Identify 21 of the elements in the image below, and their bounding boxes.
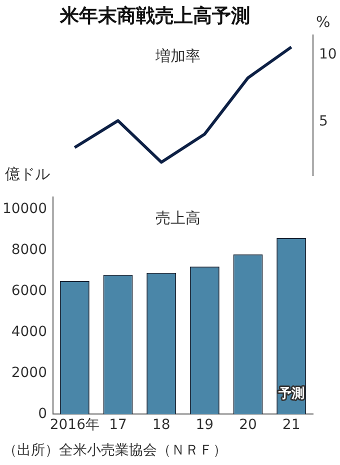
y-tick-label: 4000 xyxy=(11,324,47,340)
chart-title: 米年末商戦売上高予測 xyxy=(59,4,250,27)
text: 売上高 xyxy=(156,208,200,227)
y-axis-title: 億ドル xyxy=(5,164,50,183)
annotation: 予測 xyxy=(277,386,304,402)
x-tick-label: 17 xyxy=(109,417,127,434)
y-tick-label: 8000 xyxy=(11,242,47,258)
y-tick-label: 5 xyxy=(319,114,328,130)
text: 増加率 xyxy=(154,46,200,65)
x-tick-label: 21 xyxy=(282,417,300,434)
y-tick-label: 10 xyxy=(319,46,337,63)
y-tick-label: 10000 xyxy=(2,200,47,217)
text: （出所）全米小売業協会（ＮＲＦ） xyxy=(3,442,227,459)
y-axis-title: % xyxy=(316,12,330,31)
x-tick-label: 18 xyxy=(152,417,170,434)
y-tick-label: 6000 xyxy=(11,282,47,299)
x-tick-label: 20 xyxy=(239,417,257,434)
y-tick-label: 0 xyxy=(38,406,47,422)
y-tick-label: 2000 xyxy=(11,364,47,381)
x-tick-label: 19 xyxy=(196,417,214,434)
x-tick-label: 2016年 xyxy=(50,417,100,434)
